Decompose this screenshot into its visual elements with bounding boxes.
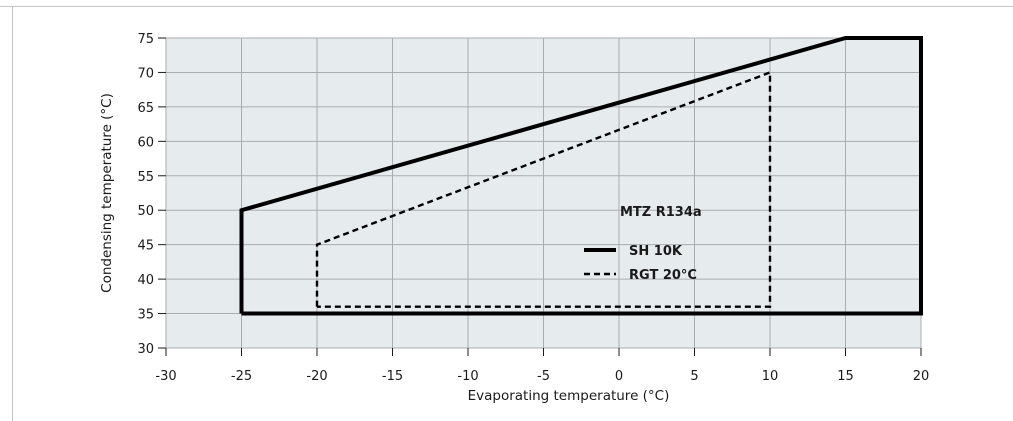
x-tick-label: -20 [306,369,327,384]
x-tick-label: -5 [537,369,550,384]
y-tick-labels: 30 35 40 45 50 55 60 65 70 75 [137,32,166,357]
x-tick-label: -15 [382,369,403,384]
series-layer [239,36,923,316]
y-tick-label: 40 [137,273,154,288]
legend-label-sh-10k: SH 10K [629,244,683,259]
y-tick-label: 45 [137,239,154,254]
legend: MTZ R134a SH 10K RGT 20°C [584,205,702,283]
frame-top-rule [0,6,1013,7]
x-tick-label: 0 [615,369,623,384]
x-tick-label: 10 [762,369,779,384]
y-tick-label: 65 [137,101,154,116]
x-tick-label: -25 [231,369,252,384]
x-axis-title: Evaporating temperature (°C) [468,388,670,404]
frame-left-rule [12,6,13,421]
y-tick-label: 50 [137,204,154,219]
x-tick-label: 5 [690,369,698,384]
series-sh-10k-outline [239,36,923,316]
legend-label-rgt-20c: RGT 20°C [629,268,697,283]
y-tick-label: 35 [137,308,154,323]
series-rgt-20c-outline [315,70,772,308]
y-tick-label: 30 [137,342,154,357]
x-tick-label: 15 [837,369,854,384]
x-tick-label: 20 [913,369,930,384]
y-tick-label: 75 [137,32,154,47]
y-tick-label: 55 [137,170,154,185]
y-axis-title: Condensing temperature (°C) [99,93,115,293]
legend-title: MTZ R134a [620,205,702,220]
x-tick-label: -30 [155,369,176,384]
y-tick-label: 70 [137,66,154,81]
x-tick-labels: -30 -25 -20 -15 -10 -5 0 5 10 15 20 [155,348,929,384]
x-tick-label: -10 [457,369,478,384]
y-tick-label: 60 [137,135,154,150]
